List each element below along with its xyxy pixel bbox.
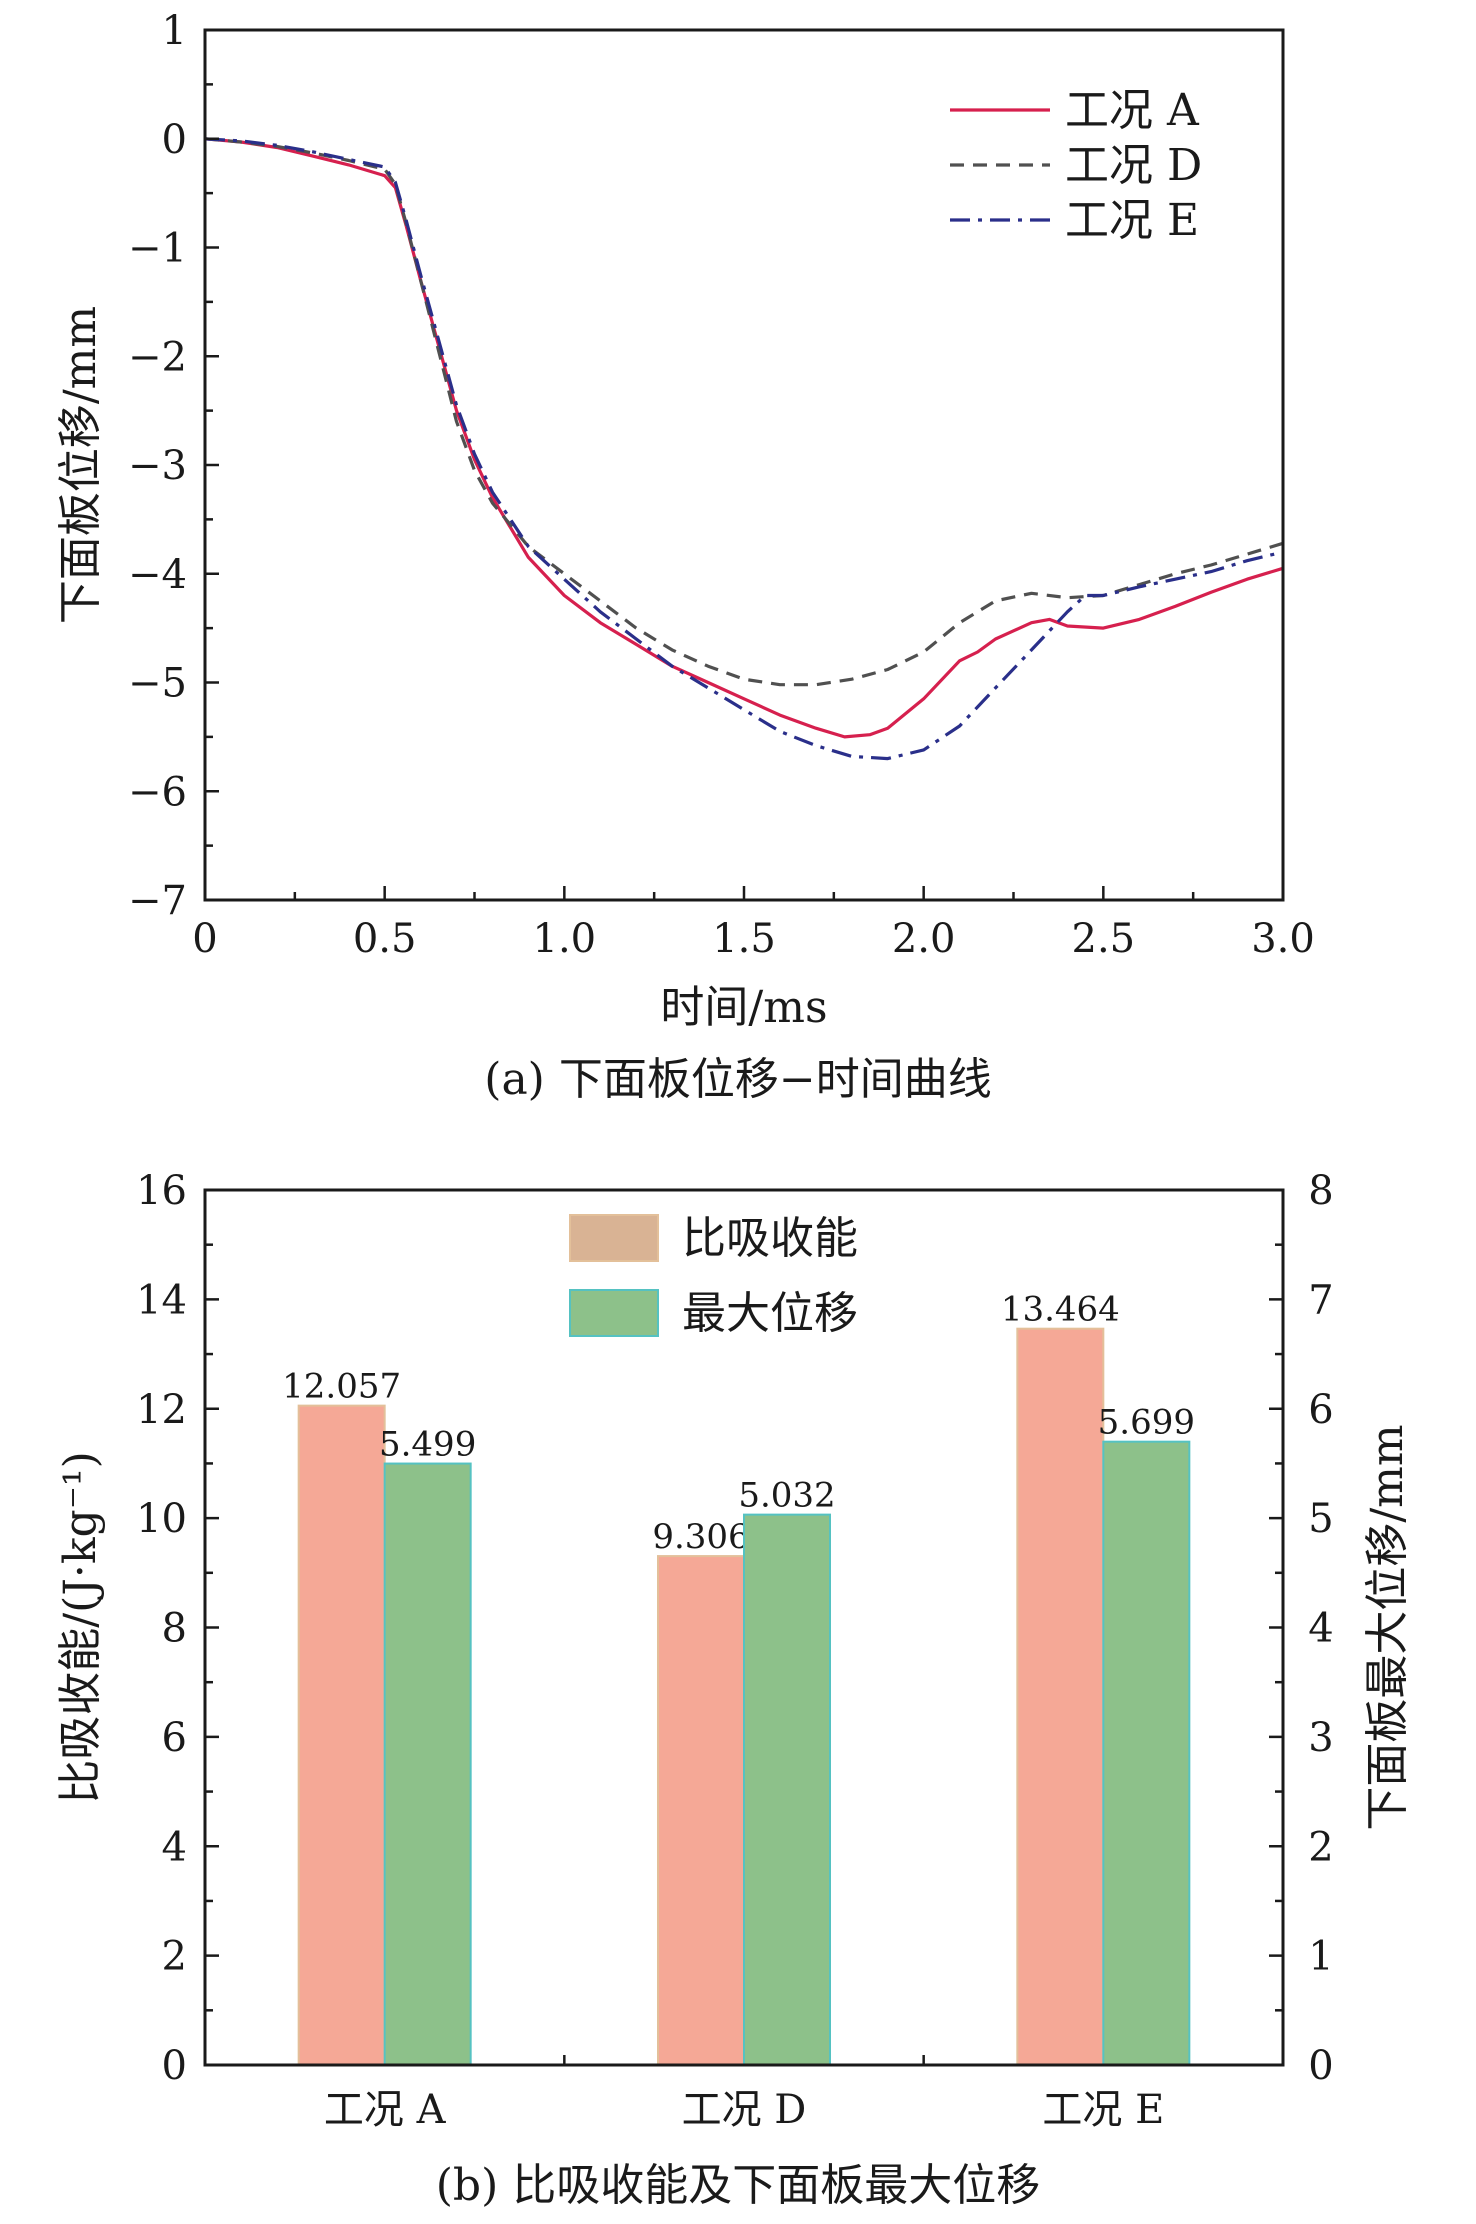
- y-tick-label: 14: [136, 1277, 187, 1323]
- x-tick-label: 1.5: [712, 916, 776, 962]
- series-line-2: [204, 137, 1284, 761]
- x-tick-label: 2.0: [892, 916, 956, 962]
- y-tick-label: −7: [128, 878, 187, 924]
- y-tick-label: 4: [162, 1824, 187, 1870]
- x-tick-label: 2.5: [1072, 916, 1136, 962]
- right-y-tick-label: 6: [1308, 1387, 1333, 1433]
- x-tick-label: 1.0: [533, 916, 597, 962]
- displacement-time-chart: 0 0.5 1.0 1.5 2.0 2.5 3.0 1 0 −1 −2 −3 −4 −5 −6 −7 时间/…: [55, 8, 1315, 1105]
- y-tick-label: −6: [128, 769, 187, 815]
- y-tick-label: 16: [136, 1168, 187, 1214]
- right-y-tick-label: 1: [1308, 1934, 1333, 1980]
- legend-swatch-1: [569, 1289, 659, 1337]
- x-tick-label: 0.5: [353, 916, 417, 962]
- y-tick-label: −2: [128, 334, 187, 380]
- bar-displacement-0: [383, 1462, 472, 2066]
- right-y-tick-label: 0: [1308, 2043, 1333, 2089]
- bar-energy-0: [297, 1404, 386, 2066]
- data-label: 5.699: [1098, 1403, 1195, 1443]
- category-labels: 工况 A 工况 D 工况 E: [203, 2055, 1164, 2133]
- y-tick-label: −5: [128, 661, 187, 707]
- bar-displacement-1: [743, 1513, 831, 2066]
- bar-energy-2: [1016, 1327, 1105, 2066]
- y-tick-label: −3: [128, 443, 187, 489]
- y-axis-title: 下面板位移/mm: [55, 306, 106, 624]
- right-y-tick-label: 5: [1308, 1496, 1333, 1542]
- right-y-axis-title: 下面板最大位移/mm: [1362, 1424, 1413, 1830]
- y-tick-label: 2: [162, 1934, 187, 1980]
- category-label: 工况 A: [324, 2087, 447, 2133]
- series-lines: [204, 137, 1284, 761]
- right-y-tick-label: 3: [1308, 1715, 1333, 1761]
- data-label: 5.499: [379, 1425, 476, 1465]
- y-tick-label: 1: [162, 8, 187, 54]
- data-label: 5.032: [738, 1476, 835, 1516]
- legend: 工况 A工况 D工况 E: [950, 85, 1202, 246]
- y-tick-label: 0: [162, 2043, 187, 2089]
- x-tick-label: 0: [192, 916, 217, 962]
- x-axis-title: 时间/ms: [660, 982, 827, 1033]
- legend-label-1: 工况 D: [1065, 140, 1202, 191]
- left-y-axis-title: 比吸收能/(J·kg⁻¹): [55, 1451, 106, 1803]
- right-y-tick-label: 4: [1308, 1606, 1333, 1652]
- y-tick-label: 6: [162, 1715, 187, 1761]
- bar-displacement-2: [1102, 1440, 1191, 2066]
- data-label: 13.464: [1001, 1290, 1120, 1330]
- y-tick-label: −1: [128, 226, 187, 272]
- data-label: 9.306: [652, 1517, 749, 1557]
- data-label: 12.057: [282, 1367, 401, 1407]
- right-y-tick-label: 7: [1308, 1277, 1333, 1323]
- legend-label-0: 工况 A: [1065, 85, 1200, 136]
- legend-label-2: 工况 E: [1065, 195, 1199, 246]
- x-axis-ticks: 0 0.5 1.0 1.5 2.0 2.5 3.0: [192, 886, 1315, 962]
- y-tick-label: −4: [128, 552, 187, 598]
- right-y-axis-ticks: 0 1 2 3 4 5 6 7 8: [1269, 1168, 1334, 2089]
- chart-caption: (a) 下面板位移−时间曲线: [484, 1054, 991, 1105]
- legend-label-1: 最大位移: [682, 1288, 858, 1339]
- y-tick-label: 12: [136, 1387, 187, 1433]
- legend-swatch-0: [569, 1214, 659, 1262]
- right-y-tick-label: 8: [1308, 1168, 1333, 1214]
- chart-caption: (b) 比吸收能及下面板最大位移: [436, 2160, 1040, 2211]
- bar-energy-1: [657, 1555, 745, 2066]
- x-tick-label: 3.0: [1251, 916, 1315, 962]
- category-label: 工况 D: [682, 2087, 807, 2133]
- legend-label-0: 比吸收能: [682, 1213, 858, 1264]
- category-label: 工况 E: [1042, 2087, 1164, 2133]
- y-tick-label: 0: [162, 117, 187, 163]
- series-line-1: [204, 137, 1284, 687]
- y-tick-label: 10: [136, 1496, 187, 1542]
- left-y-axis-ticks: 0 2 4 6 8 10 12 14 16: [136, 1168, 219, 2089]
- y-axis-ticks: 1 0 −1 −2 −3 −4 −5 −6 −7: [128, 8, 219, 924]
- right-y-tick-label: 2: [1308, 1824, 1333, 1870]
- y-tick-label: 8: [162, 1606, 187, 1652]
